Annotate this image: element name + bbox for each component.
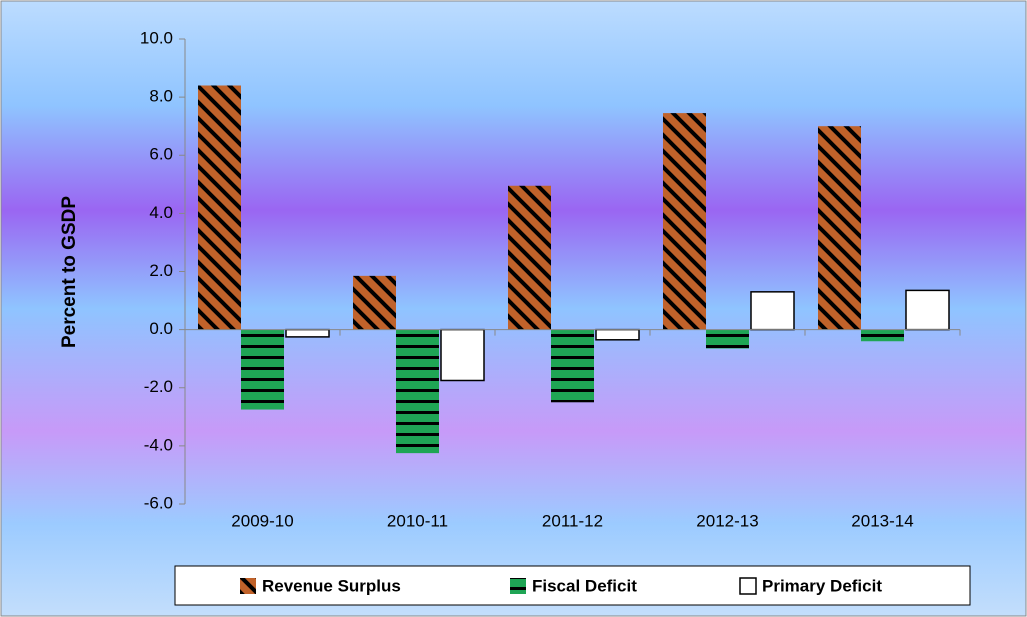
x-tick-label: 2010-11	[387, 511, 448, 530]
legend-swatch	[510, 578, 526, 594]
y-tick-label: -4.0	[144, 435, 173, 454]
bar	[818, 126, 861, 330]
legend-swatch	[739, 577, 757, 595]
bar	[750, 291, 795, 331]
bar	[285, 328, 330, 338]
bar	[396, 329, 439, 454]
bar	[508, 185, 551, 330]
bar	[198, 85, 241, 330]
legend-label: Fiscal Deficit	[532, 576, 637, 595]
bar	[663, 113, 706, 330]
x-tick-label: 2009-10	[231, 511, 293, 530]
legend-label: Revenue Surplus	[262, 576, 401, 595]
x-tick-label: 2012-13	[696, 511, 758, 530]
x-tick-label: 2013-14	[851, 511, 913, 530]
y-tick-label: 0.0	[149, 319, 173, 338]
bar	[551, 329, 594, 403]
x-tick-label: 2011-12	[542, 511, 603, 530]
y-tick-label: 4.0	[149, 203, 173, 222]
y-axis-label: Percent to GSDP	[59, 196, 80, 348]
bar	[706, 329, 749, 349]
y-tick-label: -6.0	[144, 493, 173, 512]
legend-label: Primary Deficit	[762, 576, 882, 595]
legend-box	[174, 565, 971, 606]
y-tick-label: 8.0	[149, 87, 173, 106]
y-tick-label: 6.0	[149, 145, 173, 164]
bar	[241, 329, 284, 410]
legend: Revenue Surplus Fiscal Deficit Primary Def…	[174, 565, 971, 606]
bar	[861, 329, 904, 342]
bar	[595, 328, 640, 341]
bar	[905, 289, 950, 331]
legend-swatch	[240, 578, 256, 594]
y-tick-label: 10.0	[140, 28, 173, 47]
y-tick-label: 2.0	[149, 261, 173, 280]
bar	[440, 328, 485, 382]
y-tick-label: -2.0	[144, 377, 173, 396]
bar	[353, 275, 396, 330]
